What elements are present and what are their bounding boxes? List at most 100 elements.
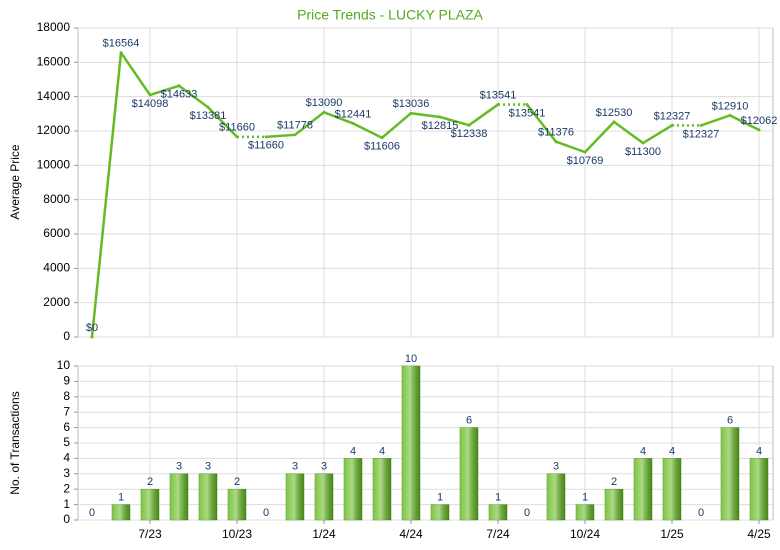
x-tick-label: 1/24 [312, 527, 336, 541]
line-point [90, 335, 94, 339]
data-label: 4 [350, 445, 356, 457]
data-label: 2 [234, 476, 240, 488]
bar-shade [750, 458, 768, 520]
data-label: 0 [263, 507, 269, 519]
bar-shade [373, 458, 391, 520]
bar-shade [141, 489, 159, 520]
data-label: 6 [727, 415, 733, 427]
data-label: 2 [147, 476, 153, 488]
data-label: $11300 [625, 146, 661, 158]
line-point [177, 84, 181, 88]
line-point [757, 128, 761, 132]
line-segment [119, 51, 152, 96]
data-label: $12327 [654, 110, 691, 122]
y-tick-label: 6 [63, 420, 70, 434]
y-tick-label: 0 [63, 512, 70, 526]
line-point [264, 135, 268, 139]
line-segment [178, 84, 209, 109]
line-segment [468, 103, 499, 127]
line-segment [729, 114, 760, 132]
line-point [148, 93, 152, 97]
bar-shade [605, 489, 623, 520]
data-label: $11660 [219, 122, 255, 134]
data-label: $10769 [567, 155, 604, 167]
bar-shade [170, 473, 188, 520]
bar-shade [663, 458, 681, 520]
line-point [235, 135, 239, 139]
x-tick-label: 7/23 [138, 527, 162, 541]
plot-frame [77, 27, 774, 338]
data-label: $12530 [596, 107, 633, 119]
line-segment [265, 133, 296, 139]
data-label: 1 [582, 492, 588, 504]
x-tick-label: 1/25 [660, 527, 684, 541]
line-point [322, 110, 326, 114]
y-tick-label: 1 [63, 497, 70, 511]
line-segment [381, 112, 412, 139]
line-point [583, 150, 587, 154]
data-label: $12815 [422, 120, 459, 132]
line-point [351, 121, 355, 125]
line-point [206, 105, 210, 109]
line-segment [323, 111, 354, 125]
x-tick-label: 4/25 [747, 527, 771, 541]
data-label: 1 [495, 492, 501, 504]
data-label: $11606 [364, 141, 400, 153]
data-label: 4 [640, 445, 646, 457]
data-label: $0 [86, 322, 98, 334]
line-point [728, 113, 732, 117]
bar-shade [634, 458, 652, 520]
y-tick-label: 0 [63, 329, 70, 343]
line-point [670, 123, 674, 127]
data-label: $11376 [538, 127, 574, 139]
y-tick-label: 2000 [43, 295, 70, 309]
bar-shade [344, 458, 362, 520]
data-label: 4 [756, 445, 762, 457]
bar-shade [721, 427, 739, 520]
y-tick-label: 10000 [37, 158, 71, 172]
bar-shade [489, 504, 507, 520]
bar-shade [402, 366, 420, 520]
data-label: 1 [437, 492, 443, 504]
y-tick-label: 2 [63, 481, 70, 495]
bar-shade [112, 504, 130, 520]
x-tick-label: 4/24 [399, 527, 423, 541]
data-label: 3 [321, 461, 327, 473]
x-tick-label: 10/23 [222, 527, 252, 541]
bar-shade [199, 473, 217, 520]
bar-shade [431, 504, 449, 520]
line-point [467, 123, 471, 127]
data-label: 10 [405, 353, 417, 365]
line-point [119, 51, 123, 55]
bar-shade [228, 489, 246, 520]
data-label: 1 [118, 492, 124, 504]
data-label: $11778 [277, 120, 313, 132]
bar-shade [547, 473, 565, 520]
line-point [641, 141, 645, 145]
line-point [612, 120, 616, 124]
data-label: $14633 [161, 89, 198, 101]
line-point [554, 140, 558, 144]
data-label: 3 [205, 461, 211, 473]
y-tick-label: 18000 [37, 20, 71, 34]
line-segment [439, 115, 470, 127]
y-tick-label: 8 [63, 389, 70, 403]
y-tick-label: 4000 [43, 261, 70, 275]
line-point [438, 115, 442, 119]
line-segment [613, 120, 644, 145]
line-segment [642, 124, 673, 145]
y-tick-label: 6000 [43, 226, 70, 240]
data-label: 0 [698, 507, 704, 519]
line-segment [90, 52, 123, 338]
data-label: 4 [669, 445, 675, 457]
y-tick-label: 4 [63, 451, 70, 465]
data-label: $12338 [451, 128, 488, 140]
line-point [293, 133, 297, 137]
line-point [699, 123, 703, 127]
line-point [525, 103, 529, 107]
data-label: $12910 [712, 100, 749, 112]
bar-shade [576, 504, 594, 520]
data-label: $13090 [306, 97, 343, 109]
x-tick-label: 10/24 [570, 527, 600, 541]
